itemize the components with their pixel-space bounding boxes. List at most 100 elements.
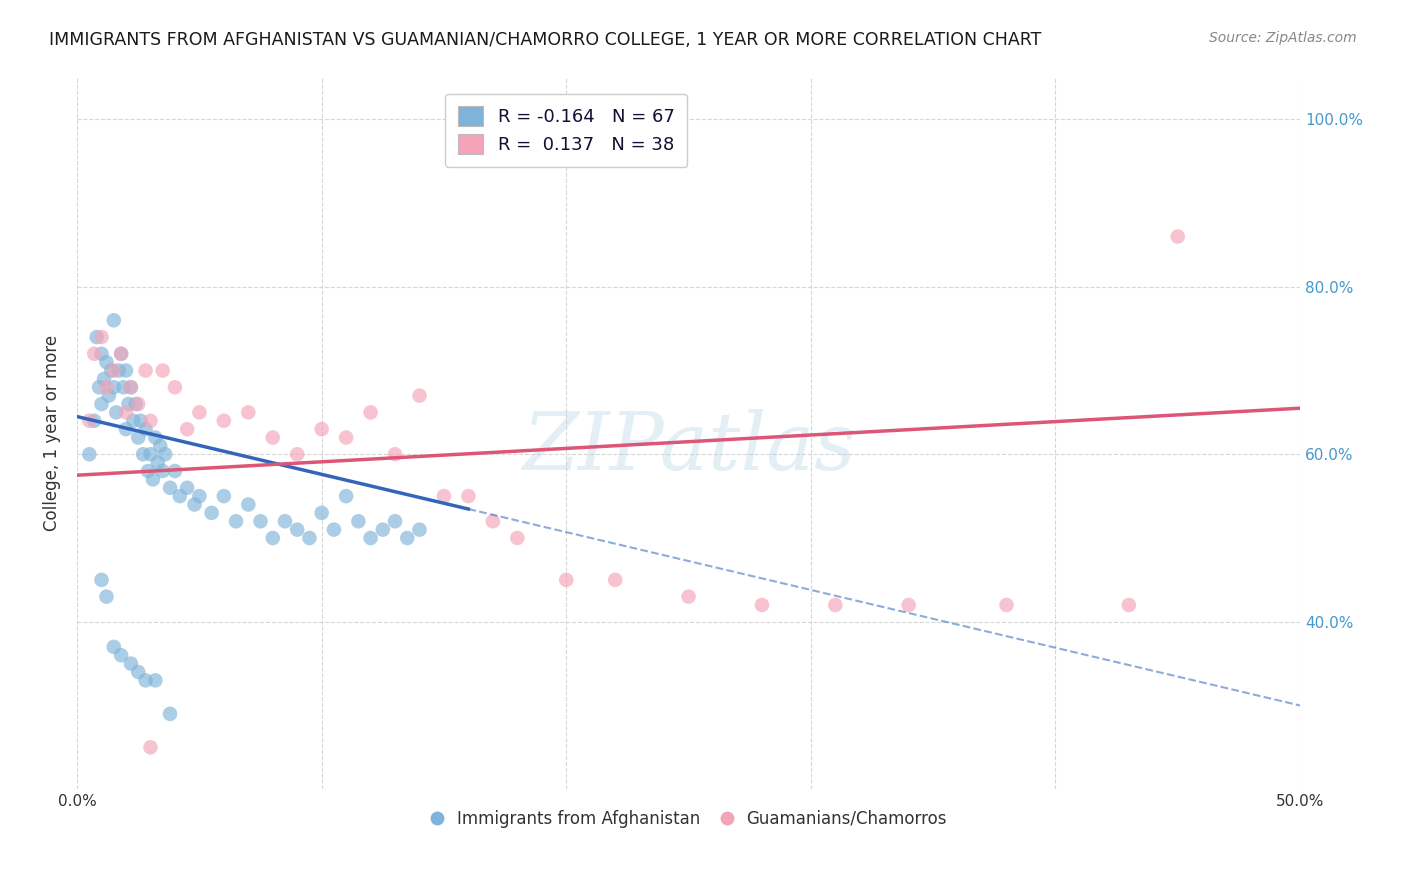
Point	[159, 706, 181, 721]
Point	[79, 447, 101, 461]
Point	[360, 531, 382, 545]
Point	[146, 456, 169, 470]
Point	[110, 347, 132, 361]
Point	[408, 389, 430, 403]
Point	[274, 514, 297, 528]
Point	[90, 397, 112, 411]
Point	[97, 389, 120, 403]
Point	[824, 598, 846, 612]
Point	[96, 380, 118, 394]
Point	[457, 489, 479, 503]
Text: Source: ZipAtlas.com: Source: ZipAtlas.com	[1209, 31, 1357, 45]
Point	[136, 464, 159, 478]
Point	[149, 439, 172, 453]
Point	[335, 430, 357, 444]
Point	[100, 363, 122, 377]
Point	[110, 648, 132, 663]
Point	[176, 422, 198, 436]
Point	[87, 380, 110, 394]
Point	[360, 405, 382, 419]
Point	[408, 523, 430, 537]
Point	[142, 472, 165, 486]
Point	[285, 447, 308, 461]
Point	[347, 514, 370, 528]
Point	[127, 397, 149, 411]
Point	[125, 397, 148, 411]
Point	[135, 422, 157, 436]
Point	[107, 363, 129, 377]
Point	[90, 347, 112, 361]
Point	[152, 464, 174, 478]
Point	[238, 405, 260, 419]
Point	[482, 514, 505, 528]
Point	[127, 430, 149, 444]
Point	[83, 347, 105, 361]
Point	[117, 397, 139, 411]
Point	[605, 573, 627, 587]
Point	[311, 506, 333, 520]
Point	[188, 489, 211, 503]
Point	[139, 740, 162, 755]
Point	[139, 447, 162, 461]
Point	[1167, 229, 1189, 244]
Point	[322, 523, 344, 537]
Point	[201, 506, 224, 520]
Point	[86, 330, 108, 344]
Point	[90, 573, 112, 587]
Point	[396, 531, 419, 545]
Point	[120, 380, 142, 394]
Point	[188, 405, 211, 419]
Point	[115, 422, 138, 436]
Point	[751, 598, 773, 612]
Point	[298, 531, 321, 545]
Y-axis label: College, 1 year or more: College, 1 year or more	[44, 335, 60, 532]
Point	[96, 355, 118, 369]
Point	[115, 405, 138, 419]
Point	[103, 380, 125, 394]
Point	[384, 514, 406, 528]
Point	[311, 422, 333, 436]
Point	[153, 447, 176, 461]
Point	[129, 414, 152, 428]
Point	[249, 514, 271, 528]
Point	[96, 590, 118, 604]
Point	[127, 665, 149, 679]
Point	[262, 531, 284, 545]
Point	[163, 380, 186, 394]
Point	[169, 489, 191, 503]
Point	[678, 590, 700, 604]
Point	[238, 498, 260, 512]
Point	[384, 447, 406, 461]
Point	[139, 414, 162, 428]
Point	[225, 514, 247, 528]
Point	[371, 523, 394, 537]
Point	[285, 523, 308, 537]
Point	[105, 405, 128, 419]
Point	[335, 489, 357, 503]
Point	[433, 489, 456, 503]
Point	[159, 481, 181, 495]
Point	[103, 313, 125, 327]
Point	[122, 414, 145, 428]
Point	[555, 573, 578, 587]
Point	[93, 372, 115, 386]
Point	[176, 481, 198, 495]
Point	[110, 347, 132, 361]
Legend: Immigrants from Afghanistan, Guamanians/Chamorros: Immigrants from Afghanistan, Guamanians/…	[423, 803, 953, 834]
Point	[120, 380, 142, 394]
Point	[90, 330, 112, 344]
Point	[135, 673, 157, 688]
Text: ZIPatlas: ZIPatlas	[522, 409, 855, 486]
Text: IMMIGRANTS FROM AFGHANISTAN VS GUAMANIAN/CHAMORRO COLLEGE, 1 YEAR OR MORE CORREL: IMMIGRANTS FROM AFGHANISTAN VS GUAMANIAN…	[49, 31, 1042, 49]
Point	[115, 363, 138, 377]
Point	[897, 598, 920, 612]
Point	[83, 414, 105, 428]
Point	[1118, 598, 1140, 612]
Point	[79, 414, 101, 428]
Point	[132, 447, 155, 461]
Point	[506, 531, 529, 545]
Point	[143, 430, 166, 444]
Point	[103, 363, 125, 377]
Point	[120, 657, 142, 671]
Point	[152, 363, 174, 377]
